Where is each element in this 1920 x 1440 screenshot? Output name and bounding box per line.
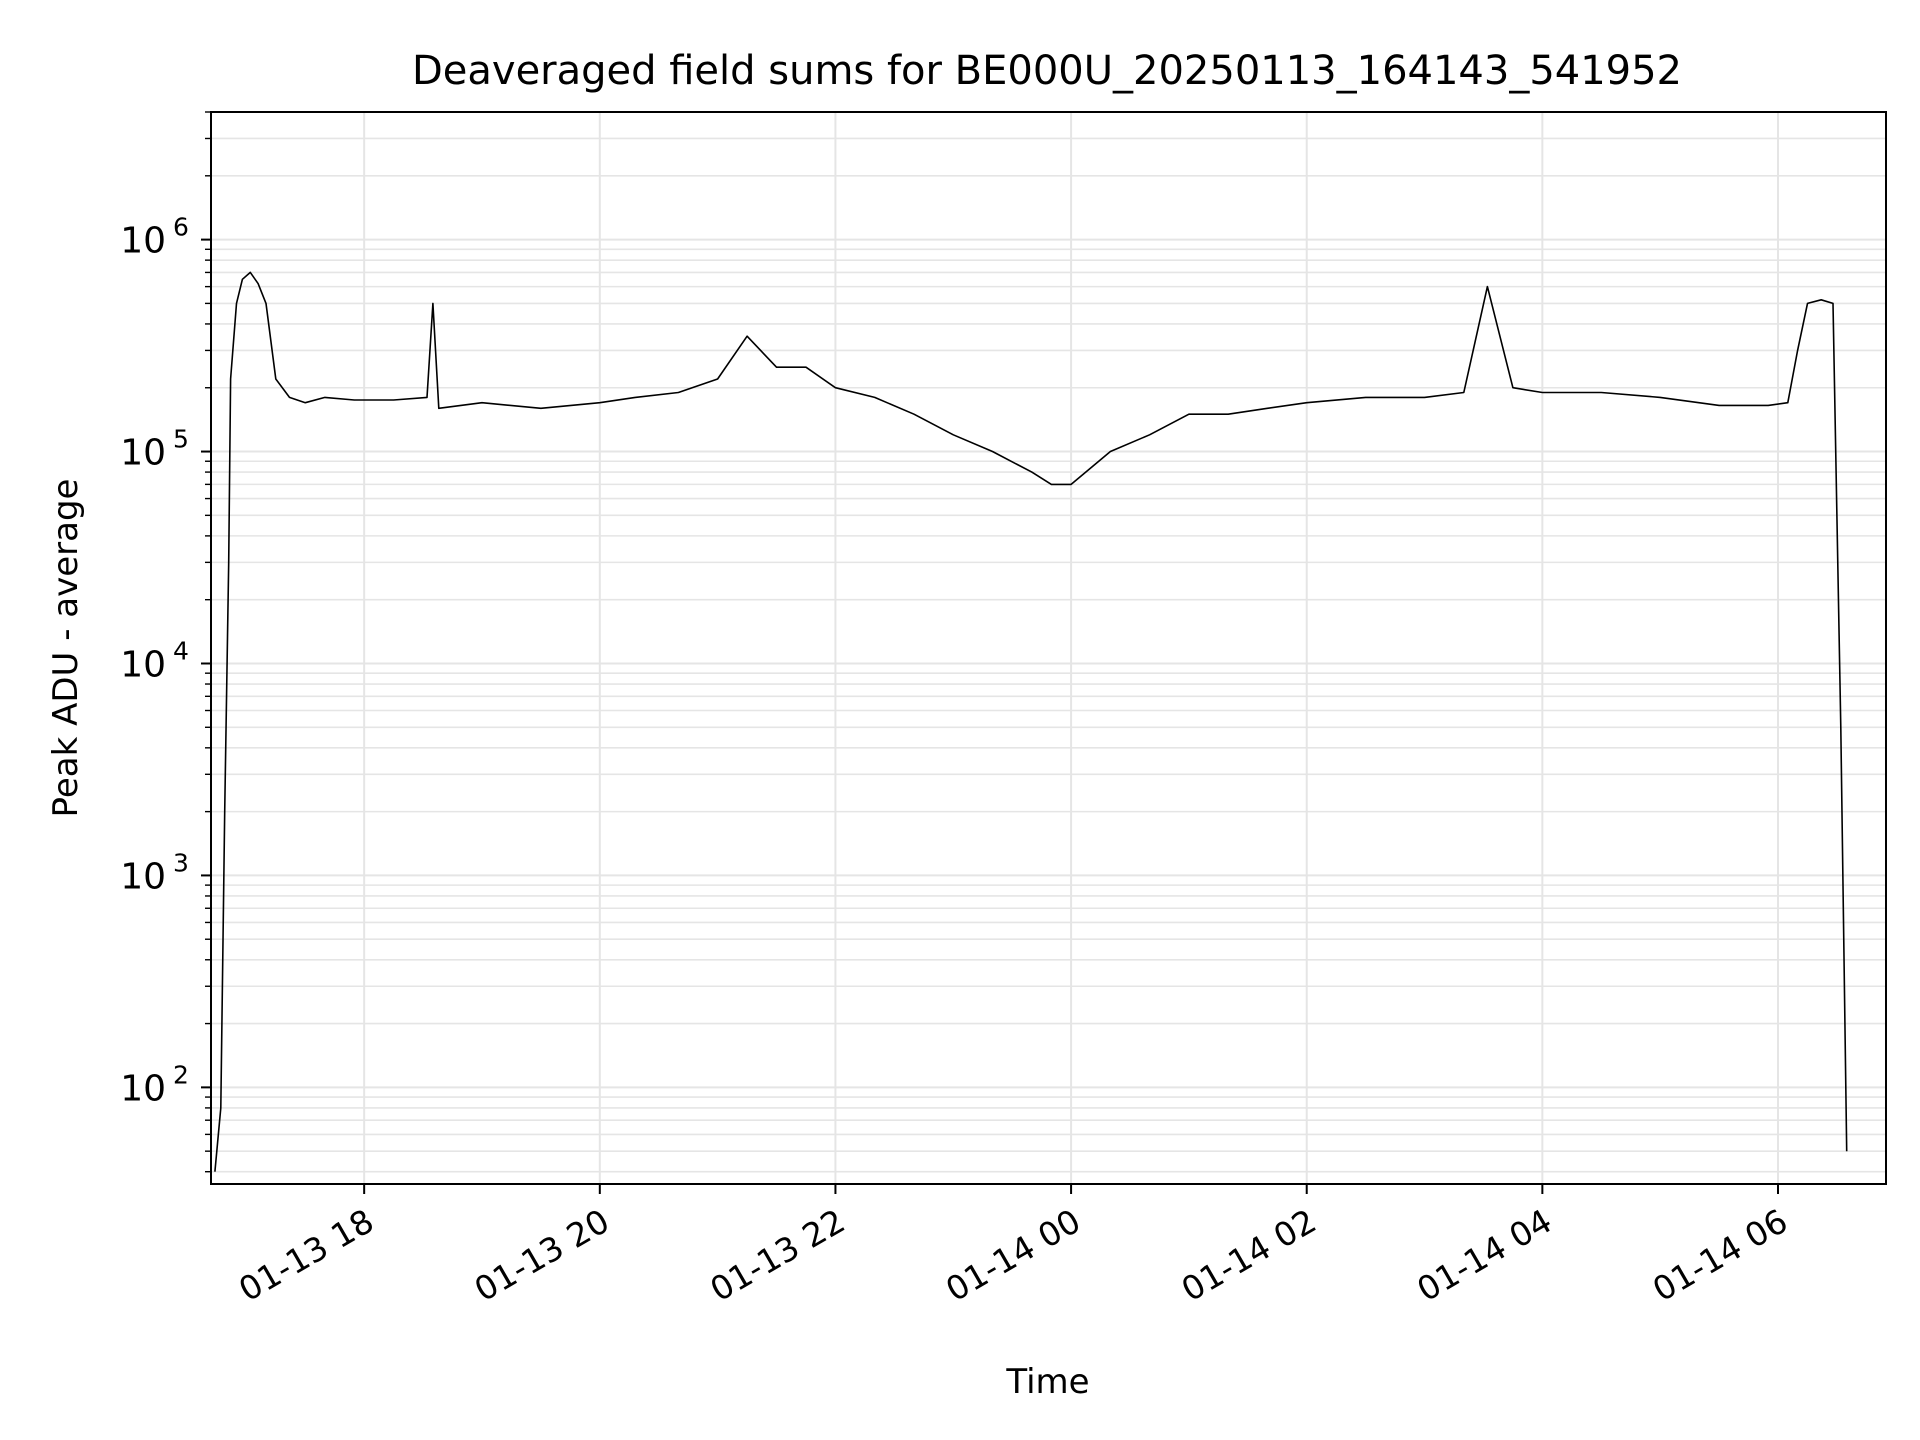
chart-title: Deaveraged field sums for BE000U_2025011… [412,48,1682,94]
y-tick-label: 10 [120,1068,166,1109]
y-tick-exponent: 3 [173,848,189,877]
y-tick-exponent: 6 [173,213,189,242]
plot-frame [210,111,1887,1185]
y-tick-label: 10 [120,644,166,685]
y-tick-label: 10 [120,433,166,474]
series-line [214,271,1848,1172]
x-axis-label: Time [1005,1362,1089,1402]
y-axis-label: Peak ADU - average [46,479,86,818]
y-tick-exponent: 5 [173,425,189,454]
y-tick-exponent: 4 [173,636,189,665]
y-tick-exponent: 2 [173,1060,189,1089]
grid [211,111,1886,1184]
y-tick-label: 10 [120,221,166,262]
y-tick-label: 10 [120,856,166,897]
plot-area [214,271,1848,1172]
